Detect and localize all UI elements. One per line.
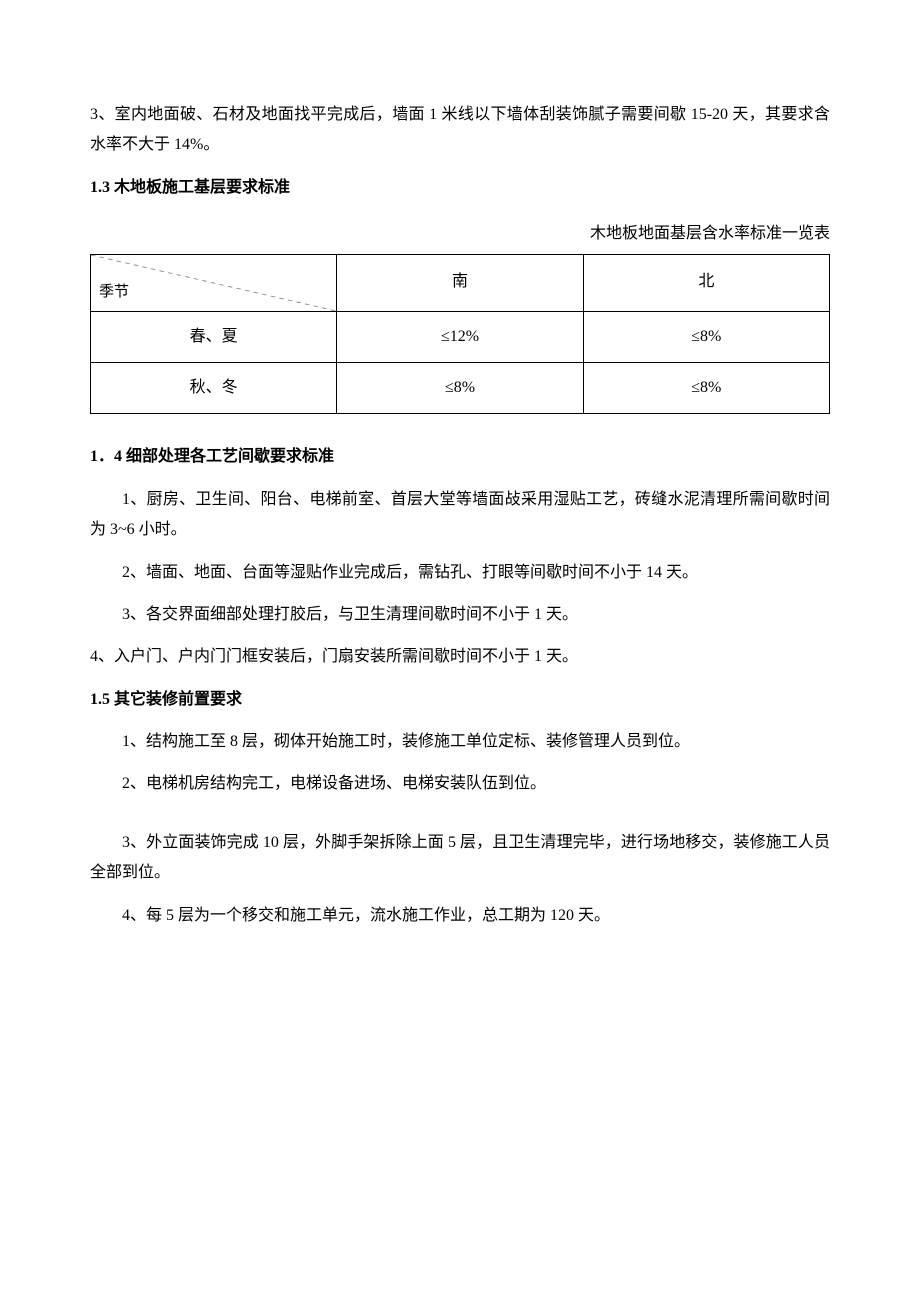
section-heading-1-5: 1.5 其它装修前置要求 [90, 685, 830, 715]
table-row: 秋、冬 ≤8% ≤8% [91, 362, 830, 413]
section-heading-1-3: 1.3 木地板施工基层要求标准 [90, 173, 830, 203]
paragraph: 1、结构施工至 8 层，砌体开始施工时，装修施工单位定标、装修管理人员到位。 [90, 727, 830, 757]
table-cell-south: ≤12% [337, 311, 583, 362]
paragraph: 3、室内地面破、石材及地面找平完成后，墙面 1 米线以下墙体刮装饰腻子需要间歇 … [90, 100, 830, 161]
paragraph: 3、外立面装饰完成 10 层，外脚手架拆除上面 5 层，且卫生清理完毕，进行场地… [90, 828, 830, 889]
moisture-table: 季节 南 北 春、夏 ≤12% ≤8% 秋、冬 ≤8% ≤8% [90, 254, 830, 415]
table-cell-north: ≤8% [583, 362, 829, 413]
table-header-south: 南 [337, 254, 583, 311]
table-header-row: 季节 南 北 [91, 254, 830, 311]
paragraph: 4、每 5 层为一个移交和施工单元，流水施工作业，总工期为 120 天。 [90, 901, 830, 931]
paragraph: 3、各交界面细部处理打胶后，与卫生清理间歇时间不小于 1 天。 [90, 600, 830, 630]
table-caption: 木地板地面基层含水率标准一览表 [90, 219, 830, 249]
table-cell-south: ≤8% [337, 362, 583, 413]
table-cell-season: 春、夏 [91, 311, 337, 362]
table-header-diagonal: 季节 [91, 254, 337, 311]
table-header-season-label: 季节 [99, 278, 129, 307]
paragraph: 2、墙面、地面、台面等湿贴作业完成后，需钻孔、打眼等间歇时间不小于 14 天。 [90, 558, 830, 588]
paragraph: 4、入户门、户内门门框安装后，门扇安装所需间歇时间不小于 1 天。 [90, 642, 830, 672]
table-cell-north: ≤8% [583, 311, 829, 362]
paragraph: 2、电梯机房结构完工，电梯设备进场、电梯安装队伍到位。 [90, 769, 830, 799]
table-header-north: 北 [583, 254, 829, 311]
table-cell-season: 秋、冬 [91, 362, 337, 413]
table-row: 春、夏 ≤12% ≤8% [91, 311, 830, 362]
paragraph: 1、厨房、卫生间、阳台、电梯前室、首层大堂等墙面敁采用湿贴工艺，砖缝水泥清理所需… [90, 485, 830, 546]
section-heading-1-4: 1．4 细部处理各工艺间歇要求标准 [90, 442, 830, 472]
